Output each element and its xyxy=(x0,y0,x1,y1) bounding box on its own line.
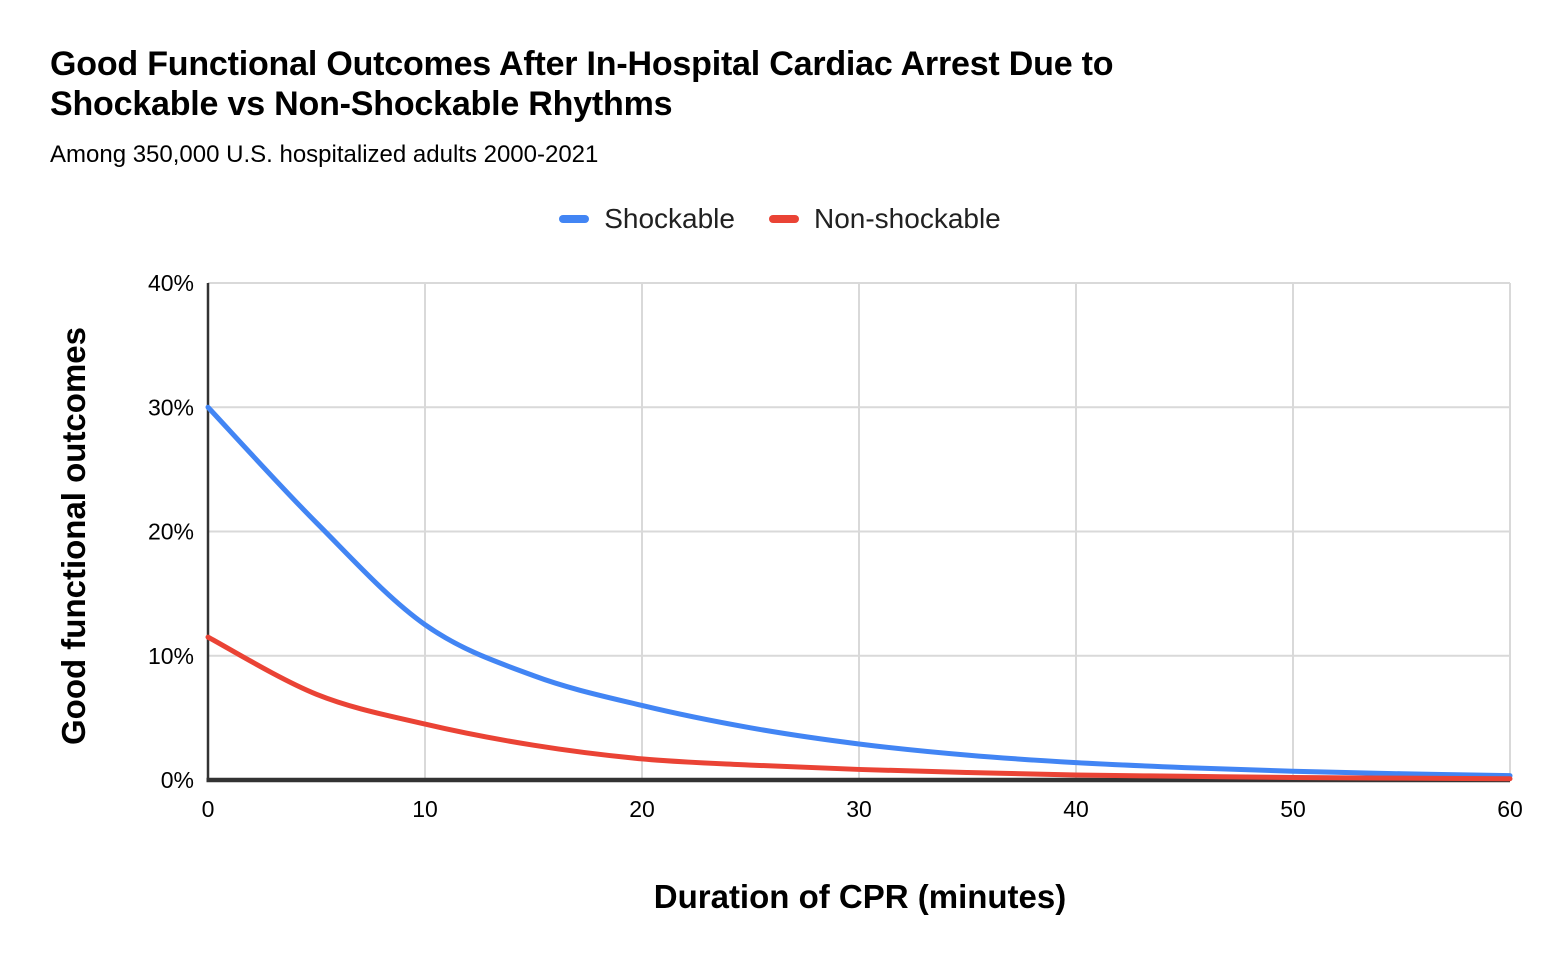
y-tick-label: 20% xyxy=(148,519,194,545)
legend-item-non-shockable: Non-shockable xyxy=(768,203,1001,235)
x-tick-label: 50 xyxy=(1280,796,1306,822)
chart-title-line-2: Shockable vs Non-Shockable Rhythms xyxy=(50,85,673,123)
legend-label-non-shockable: Non-shockable xyxy=(813,203,1001,234)
legend-label-shockable: Shockable xyxy=(604,203,735,234)
legend-swatch-non-shockable-icon xyxy=(768,215,799,223)
series-line-shockable xyxy=(205,404,1513,779)
x-tick-label: 30 xyxy=(846,796,872,822)
chart-subtitle: Among 350,000 U.S. hospitalized adults 2… xyxy=(50,141,599,168)
chart-title-line-1: Good Functional Outcomes After In-Hospit… xyxy=(50,45,1114,83)
y-tick-label: 40% xyxy=(148,270,194,296)
x-axis-title: Duration of CPR (minutes) xyxy=(653,878,1067,915)
chart-title: Good Functional Outcomes After In-Hospit… xyxy=(50,44,1114,124)
x-tick-label: 0 xyxy=(202,796,215,822)
legend-swatch-shockable-icon xyxy=(559,215,590,223)
y-tick-label: 0% xyxy=(161,767,194,793)
y-tick-label: 30% xyxy=(148,394,194,420)
x-tick-label: 10 xyxy=(412,796,438,822)
chart-legend: Shockable Non-shockable xyxy=(0,203,1560,235)
series-line-non-shockable xyxy=(205,634,1513,782)
legend-item-shockable: Shockable xyxy=(559,203,735,235)
x-tick-label: 60 xyxy=(1497,796,1523,822)
x-tick-label: 40 xyxy=(1063,796,1089,822)
y-tick-label: 10% xyxy=(148,643,194,669)
x-tick-label: 20 xyxy=(629,796,655,822)
